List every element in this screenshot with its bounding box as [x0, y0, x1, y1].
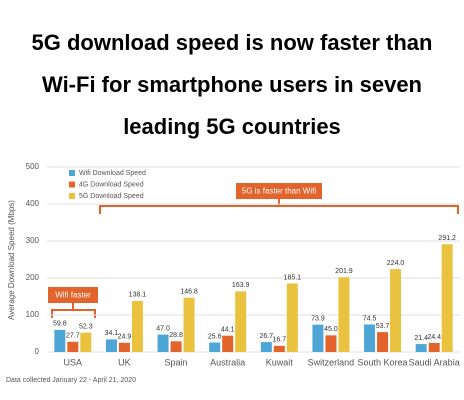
bar [441, 244, 453, 352]
x-tick-label: Switzerland [308, 357, 355, 367]
x-tick-label: USA [64, 357, 83, 367]
bar [312, 324, 324, 352]
y-axis-title: Average Download Speed (Mbps) [7, 200, 16, 320]
bar [377, 332, 389, 352]
bar [170, 341, 182, 352]
value-label: 74.5 [363, 315, 377, 322]
bar [415, 344, 427, 352]
value-label: 291.2 [438, 235, 456, 242]
bar [286, 283, 298, 352]
bar [260, 342, 272, 352]
bar [209, 342, 221, 352]
value-label: 26.7 [260, 333, 274, 340]
bar [67, 341, 79, 352]
bar [131, 300, 143, 352]
x-tick-label: Australia [210, 357, 245, 367]
annotation: 5G is faster than Wifi [242, 187, 316, 196]
value-label: 24.4 [427, 334, 441, 341]
x-tick-label: South Korea [358, 357, 408, 367]
legend-label: Wifi Download Speed [79, 170, 146, 177]
y-tick-label: 0 [35, 347, 40, 356]
footnote: Data collected January 22 - April 21, 20… [6, 377, 136, 384]
y-tick-label: 200 [26, 273, 40, 282]
bracket-5g [99, 199, 459, 214]
legend-swatch [69, 181, 75, 188]
value-label: 47.0 [156, 325, 170, 332]
legend-swatch [69, 193, 75, 199]
annotation-box [48, 287, 98, 303]
value-label: 34.1 [105, 330, 119, 337]
bar [338, 277, 350, 352]
value-label: 224.0 [387, 260, 405, 267]
y-tick-label: 100 [26, 310, 40, 319]
bar [390, 269, 402, 352]
bar [222, 335, 234, 352]
value-label: 185.1 [284, 274, 302, 281]
x-tick-label: Saudi Arabia [409, 357, 460, 367]
value-label: 138.1 [129, 292, 147, 299]
bar [325, 335, 337, 352]
bar [54, 329, 66, 352]
value-label: 73.9 [311, 316, 325, 323]
value-label: 163.9 [232, 282, 250, 289]
bar [118, 342, 130, 352]
y-tick-label: 500 [26, 162, 40, 171]
annotation-box [236, 183, 322, 199]
x-tick-label: Kuwait [266, 357, 294, 367]
chart-title: 5G download speed is now faster than Wi-… [31, 30, 433, 139]
value-label: 201.9 [335, 268, 353, 275]
value-label: 24.9 [118, 334, 132, 341]
y-tick-label: 400 [26, 199, 40, 208]
annotation: Wifi faster [55, 291, 91, 300]
value-label: 44.1 [221, 327, 235, 334]
legend-swatch [69, 170, 75, 176]
x-tick-label: Spain [165, 357, 188, 367]
bar [183, 297, 195, 352]
legend-label: 5G Download Speed [79, 193, 144, 200]
bar [80, 332, 92, 352]
bar [105, 339, 117, 352]
value-label: 27.7 [66, 333, 80, 340]
value-label: 59.8 [53, 321, 67, 328]
value-label: 25.6 [208, 333, 222, 340]
bar [235, 291, 247, 352]
value-label: 21.4 [414, 335, 428, 342]
y-tick-label: 300 [26, 236, 40, 245]
legend-label: 4G Download Speed [79, 181, 144, 188]
value-label: 53.7 [376, 323, 390, 330]
bracket-wifi [51, 303, 96, 318]
value-label: 28.8 [169, 332, 183, 339]
bar [157, 334, 169, 352]
bar [273, 345, 285, 352]
value-label: 146.8 [180, 289, 198, 296]
value-label: 45.0 [324, 326, 338, 333]
bar [428, 342, 440, 352]
value-label: 16.7 [273, 337, 287, 344]
x-tick-label: UK [118, 357, 131, 367]
value-label: 52.3 [79, 323, 93, 330]
bar [364, 324, 376, 352]
